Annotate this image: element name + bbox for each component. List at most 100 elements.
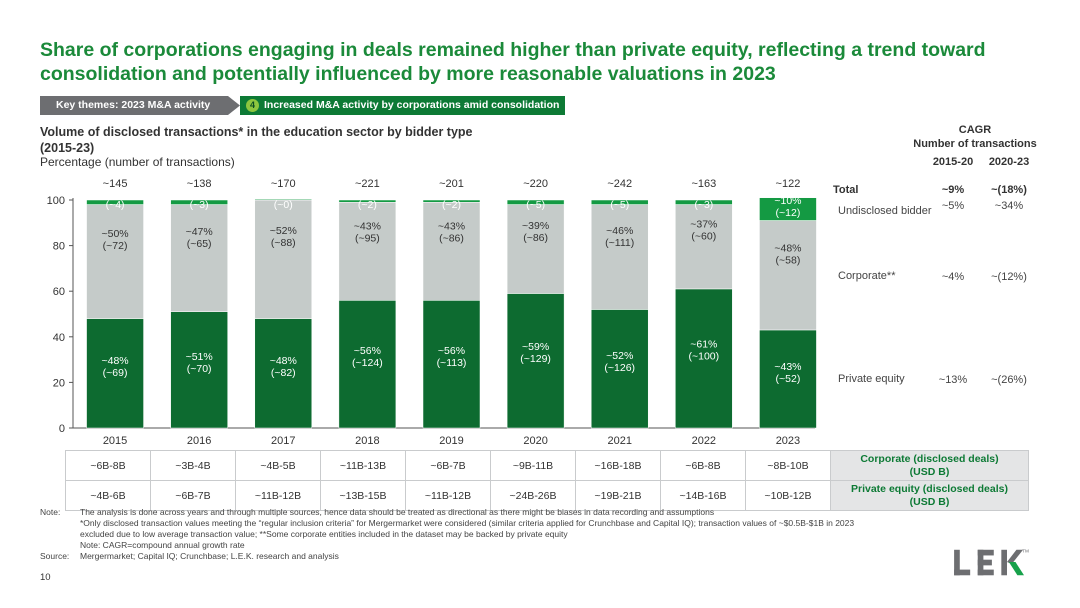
page-title: Share of corporations engaging in deals … xyxy=(40,39,986,85)
table-cell: ~4B-5B xyxy=(235,450,321,481)
data-label: (~2) xyxy=(442,199,461,211)
total-label: ~170 xyxy=(271,178,296,190)
bar-corporate xyxy=(254,199,313,319)
cagr-row-undisclosed-v2: ~34% xyxy=(994,200,1024,212)
cagr-row-undisclosed-label: Undisclosed bidder xyxy=(838,205,932,217)
data-label: (~126) xyxy=(604,362,635,374)
data-label: (~58) xyxy=(776,255,801,267)
bar-private-equity xyxy=(254,318,313,429)
data-label: ~61% xyxy=(690,339,717,351)
table-cell: ~10B-12B xyxy=(745,480,831,511)
page-number: 10 xyxy=(40,572,51,583)
data-label: ~3% xyxy=(104,187,125,199)
lek-logo: TM xyxy=(954,549,1029,576)
data-label: (~100) xyxy=(689,351,720,363)
bar-corporate xyxy=(759,220,817,331)
cagr-subtitle: Number of transactions xyxy=(913,138,1037,150)
table-cell: ~8B-10B xyxy=(745,450,831,481)
bar-private-equity xyxy=(759,329,817,429)
current-theme-tab[interactable]: 4 Increased M&A activity by corporations… xyxy=(240,96,565,115)
data-label: ~2% xyxy=(693,187,714,199)
data-label: (~52) xyxy=(776,373,801,385)
data-label: (~60) xyxy=(691,231,716,243)
data-label: (~2) xyxy=(358,199,377,211)
data-label: (~82) xyxy=(271,367,296,379)
data-label: ~39% xyxy=(522,220,549,232)
y-tick-label: 80 xyxy=(53,241,65,253)
cagr-row-total-v2: ~(18%) xyxy=(991,184,1027,196)
cagr-row-corporate-label: Corporate** xyxy=(838,270,896,282)
data-label: ~37% xyxy=(690,219,717,231)
bar-undisclosed xyxy=(338,199,397,203)
table-cell: ~6B-7B xyxy=(405,450,491,481)
table-cell: ~19B-21B xyxy=(575,480,661,511)
data-label: ~0% xyxy=(273,187,294,199)
source-key: Source: xyxy=(40,551,70,561)
data-label: (~95) xyxy=(355,233,380,245)
total-label: ~138 xyxy=(187,178,212,190)
y-tick-label: 0 xyxy=(59,423,65,435)
cagr-row-pe-v2: ~(26%) xyxy=(991,374,1027,386)
data-label: ~43% xyxy=(774,361,801,373)
table-cell: ~11B-12B xyxy=(235,480,321,511)
table-row: ~6B-8B ~3B-4B ~4B-5B ~11B-13B ~6B-7B ~9B… xyxy=(65,450,1029,481)
data-label: ~46% xyxy=(606,225,633,237)
data-label: (~86) xyxy=(523,232,548,244)
data-label: ~10% xyxy=(774,195,801,207)
cagr-title: CAGR xyxy=(958,124,992,136)
row-label-text: Corporate (disclosed deals) xyxy=(860,452,999,465)
data-label: (~70) xyxy=(187,363,212,375)
chart-subtitle: Percentage (number of transactions) xyxy=(40,155,235,169)
table-row: ~4B-6B ~6B-7B ~11B-12B ~13B-15B ~11B-12B… xyxy=(65,480,1029,511)
data-label: ~51% xyxy=(186,351,213,363)
bar-private-equity xyxy=(675,288,733,429)
row-label-unit: (USD B) xyxy=(909,465,950,478)
bar-undisclosed xyxy=(759,197,817,221)
data-label: ~48% xyxy=(101,355,128,367)
note-line: *Only disclosed transaction values meeti… xyxy=(80,518,855,528)
bar-undisclosed xyxy=(590,199,649,205)
table-cell: ~24B-26B xyxy=(490,480,576,511)
table-cell: ~11B-13B xyxy=(320,450,406,481)
data-label: ~1% xyxy=(441,187,462,199)
current-theme-label: Increased M&A activity by corporations a… xyxy=(264,99,560,111)
x-tick-label: 2023 xyxy=(776,435,800,447)
data-label: ~2% xyxy=(525,187,546,199)
data-label: (~4) xyxy=(106,199,125,211)
data-label: ~2% xyxy=(189,187,210,199)
bar-corporate xyxy=(338,202,397,301)
cagr-row-total-v1: ~9% xyxy=(941,184,965,196)
data-label: ~1% xyxy=(357,187,378,199)
x-tick-label: 2020 xyxy=(523,435,547,447)
table-cell: ~16B-18B xyxy=(575,450,661,481)
note-key: Note: xyxy=(40,507,61,517)
data-label: (~0) xyxy=(274,199,293,211)
data-label: (~3) xyxy=(190,199,209,211)
data-label: ~52% xyxy=(270,225,297,237)
data-label: (~86) xyxy=(439,233,464,245)
y-tick-label: 60 xyxy=(53,286,65,298)
table-cell: ~4B-6B xyxy=(65,480,151,511)
note-line: The analysis is done across years and th… xyxy=(80,507,715,517)
data-label: (~5) xyxy=(526,199,545,211)
data-label: ~52% xyxy=(606,350,633,362)
table-cell: ~6B-8B xyxy=(65,450,151,481)
chart-title-years: (2015-23) xyxy=(40,141,95,155)
x-tick-label: 2019 xyxy=(439,435,463,447)
key-themes-tab[interactable]: Key themes: 2023 M&A activity xyxy=(40,96,240,115)
bar-private-equity xyxy=(86,318,144,429)
data-label: ~43% xyxy=(354,221,381,233)
data-label: (~113) xyxy=(437,357,467,369)
x-tick-label: 2015 xyxy=(103,435,127,447)
cagr-row-pe-v1: ~13% xyxy=(938,374,968,386)
logo-letter-k xyxy=(1001,549,1024,576)
x-tick-label: 2022 xyxy=(692,435,716,447)
logo-letter-l xyxy=(954,549,971,576)
data-label: ~56% xyxy=(354,345,381,357)
logo-letter-e xyxy=(977,549,994,576)
y-tick-label: 100 xyxy=(47,195,65,207)
data-label: ~50% xyxy=(101,228,128,240)
cagr-header: CAGR Number of transactions xyxy=(900,124,1050,150)
bar-private-equity xyxy=(422,300,481,429)
data-label: ~48% xyxy=(270,355,297,367)
